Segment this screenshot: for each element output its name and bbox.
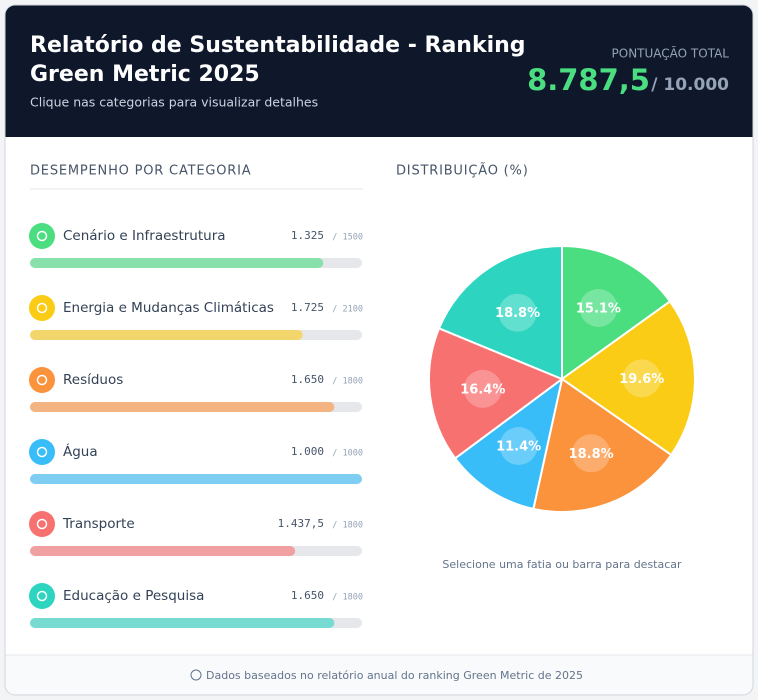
subtitle: Clique nas categorias para visualizar de… — [30, 95, 318, 110]
category-icon — [29, 583, 55, 609]
chart-note: Selecione uma fatia ou barra para destac… — [442, 558, 682, 571]
category-row[interactable]: Cenário e Infraestrutura 1.325 / 1500 — [29, 223, 363, 268]
header — [5, 5, 753, 137]
pie-slice[interactable] — [561, 244, 672, 381]
total-score: 8.787,5 — [527, 63, 650, 97]
footer — [5, 655, 753, 695]
bar — [30, 618, 335, 628]
pie-slice[interactable] — [428, 327, 565, 460]
category-max: / 2100 — [332, 305, 363, 315]
slice-label: 16.4% — [460, 382, 505, 397]
category-score: 1.650 — [291, 589, 324, 602]
category-max: / 1500 — [332, 233, 363, 243]
info-icon — [190, 669, 202, 681]
chart-title: DISTRIBUIÇÃO (%) — [396, 163, 529, 179]
category-icon — [29, 439, 55, 465]
category-row[interactable]: Transporte 1.437,5 / 1800 — [29, 511, 363, 556]
icon-glyph — [36, 302, 48, 314]
category-icon — [29, 367, 55, 393]
slice-label: 15.1% — [576, 301, 621, 316]
icon-glyph — [36, 446, 48, 458]
category-name: Cenário e Infraestrutura — [63, 228, 226, 244]
category-max: / 1800 — [332, 593, 363, 603]
slice-label: 18.8% — [495, 306, 540, 321]
category-icon — [29, 223, 55, 249]
category-score: 1.725 — [291, 301, 324, 314]
category-max: / 1000 — [332, 449, 363, 459]
icon-glyph — [36, 590, 48, 602]
category-name: Energia e Mudanças Climáticas — [63, 300, 274, 316]
slice-label: 18.8% — [569, 447, 614, 462]
footer-text: Dados baseados no relatório anual do ran… — [206, 669, 583, 682]
slice-label: 11.4% — [496, 439, 541, 454]
label-badge — [579, 288, 618, 327]
label-badge — [572, 434, 611, 473]
category-row[interactable]: Educação e Pesquisa 1.650 / 1800 — [29, 583, 363, 628]
label-badge — [499, 426, 538, 465]
category-score: 1.437,5 — [278, 517, 324, 530]
pie-slice[interactable] — [453, 376, 564, 511]
bar — [30, 330, 303, 340]
bar — [30, 402, 335, 412]
category-row[interactable]: Energia e Mudanças Climáticas 1.725 / 2100 — [29, 295, 363, 340]
total-label: PONTUAÇÃO TOTAL — [612, 46, 730, 61]
slice-label: 19.6% — [619, 372, 664, 387]
category-max: / 1800 — [332, 377, 363, 387]
category-row[interactable]: Água 1.000 / 1000 — [29, 439, 363, 484]
category-score: 1.325 — [291, 229, 324, 242]
bar — [30, 474, 362, 484]
pie-slice[interactable] — [560, 300, 696, 457]
icon-glyph — [36, 374, 48, 386]
bar — [30, 258, 324, 268]
card-border — [4, 4, 754, 696]
category-icon — [29, 295, 55, 321]
category-icon — [29, 511, 55, 537]
category-name: Água — [63, 443, 98, 460]
label-badge — [622, 359, 661, 398]
pie-slice[interactable] — [437, 244, 563, 381]
category-max: / 1800 — [332, 521, 363, 531]
category-score: 1.000 — [291, 445, 324, 458]
bar — [30, 546, 296, 556]
category-name: Transporte — [62, 516, 135, 532]
title: Green Metric 2025 — [30, 62, 260, 87]
category-name: Resíduos — [63, 372, 123, 388]
title: Relatório de Sustentabilidade - Ranking — [30, 33, 526, 58]
category-score: 1.650 — [291, 373, 324, 386]
label-badge — [498, 293, 537, 332]
label-badge — [463, 369, 502, 408]
category-name: Educação e Pesquisa — [63, 588, 204, 604]
category-row[interactable]: Resíduos 1.650 / 1800 — [29, 367, 363, 412]
total-max: / 10.000 — [651, 75, 729, 95]
panel-title: DESEMPENHO POR CATEGORIA — [30, 164, 251, 179]
icon-glyph — [36, 518, 48, 530]
pie-slice[interactable] — [532, 377, 673, 513]
icon-glyph — [36, 230, 48, 242]
